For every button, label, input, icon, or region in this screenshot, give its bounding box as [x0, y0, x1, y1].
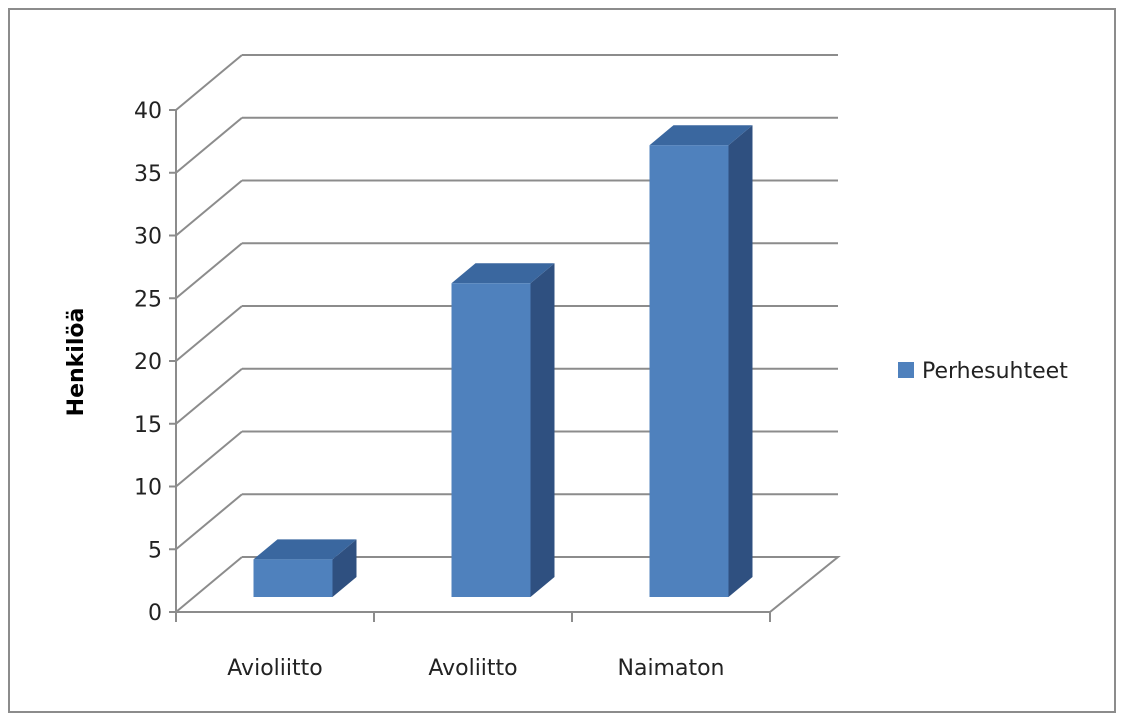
bar-side: [530, 263, 555, 597]
gridline-diagonal: [175, 242, 243, 300]
gridline-diagonal: [175, 430, 243, 488]
bar-avoliitto: [451, 263, 555, 597]
legend-label: Perhesuhteet: [922, 359, 1068, 384]
bar-front: [253, 559, 333, 597]
bar-side: [332, 539, 357, 597]
y-tick-label: 35: [134, 162, 162, 187]
y-tick-label: 10: [134, 476, 162, 501]
y-tick-label: 20: [134, 350, 162, 375]
bar-top: [451, 263, 555, 284]
y-tick-label: 30: [134, 225, 162, 250]
x-tick-label: Avoliitto: [428, 656, 517, 681]
x-tick-labels: Avioliitto Avoliitto Naimaton: [227, 656, 724, 681]
x-tick-label: Avioliitto: [227, 656, 322, 681]
bar-side: [728, 125, 753, 597]
gridline-diagonal: [175, 305, 243, 362]
y-tick-label: 15: [134, 413, 162, 438]
bars: [253, 125, 753, 597]
gridline-diagonal: [175, 54, 243, 111]
legend: Perhesuhteet: [898, 359, 1068, 384]
gridline-diagonal: [175, 116, 243, 174]
bar-top: [649, 125, 753, 146]
gridline-diagonal: [175, 556, 243, 613]
chart-frame: [8, 8, 1116, 713]
legend-swatch: [898, 362, 914, 378]
bar-top: [253, 539, 357, 560]
bar-front: [649, 145, 729, 597]
bar-naimaton: [649, 125, 753, 597]
y-tick-label: 25: [134, 287, 162, 312]
y-tick-label: 40: [134, 99, 162, 124]
x-tick-label: Naimaton: [618, 656, 725, 681]
y-tick-label: 5: [148, 538, 162, 563]
y-tick-label: 0: [148, 601, 162, 626]
gridline-diagonal: [175, 179, 243, 237]
gridline-diagonal: [175, 367, 243, 425]
bar-front: [451, 283, 531, 597]
y-axis-label: Henkilöä: [64, 308, 89, 417]
bar-avioliitto: [253, 539, 357, 597]
axes: [169, 109, 771, 622]
gridline-diagonal: [175, 493, 243, 551]
y-tick-labels: 0 5 10 15 20 25 30 35 40: [134, 99, 162, 626]
